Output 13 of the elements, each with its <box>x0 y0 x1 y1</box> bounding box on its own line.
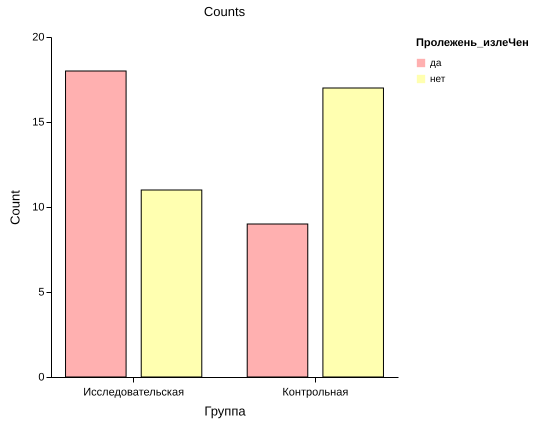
chart-title: Counts <box>204 4 246 19</box>
legend-label: да <box>430 58 442 69</box>
y-tick-label: 10 <box>32 202 44 214</box>
y-tick-label: 15 <box>32 116 44 128</box>
x-axis-title: Группа <box>204 404 246 418</box>
y-tick-label: 0 <box>38 372 44 384</box>
x-tick-label: Исследовательская <box>83 386 184 398</box>
y-axis-title: Count <box>7 190 22 225</box>
y-tick-label: 20 <box>32 32 44 44</box>
x-tick-label: Контрольная <box>282 386 348 398</box>
legend-label: нет <box>430 74 446 85</box>
legend-title: Пролежень_излеЧен <box>416 37 529 49</box>
y-tick-label: 5 <box>38 286 44 298</box>
